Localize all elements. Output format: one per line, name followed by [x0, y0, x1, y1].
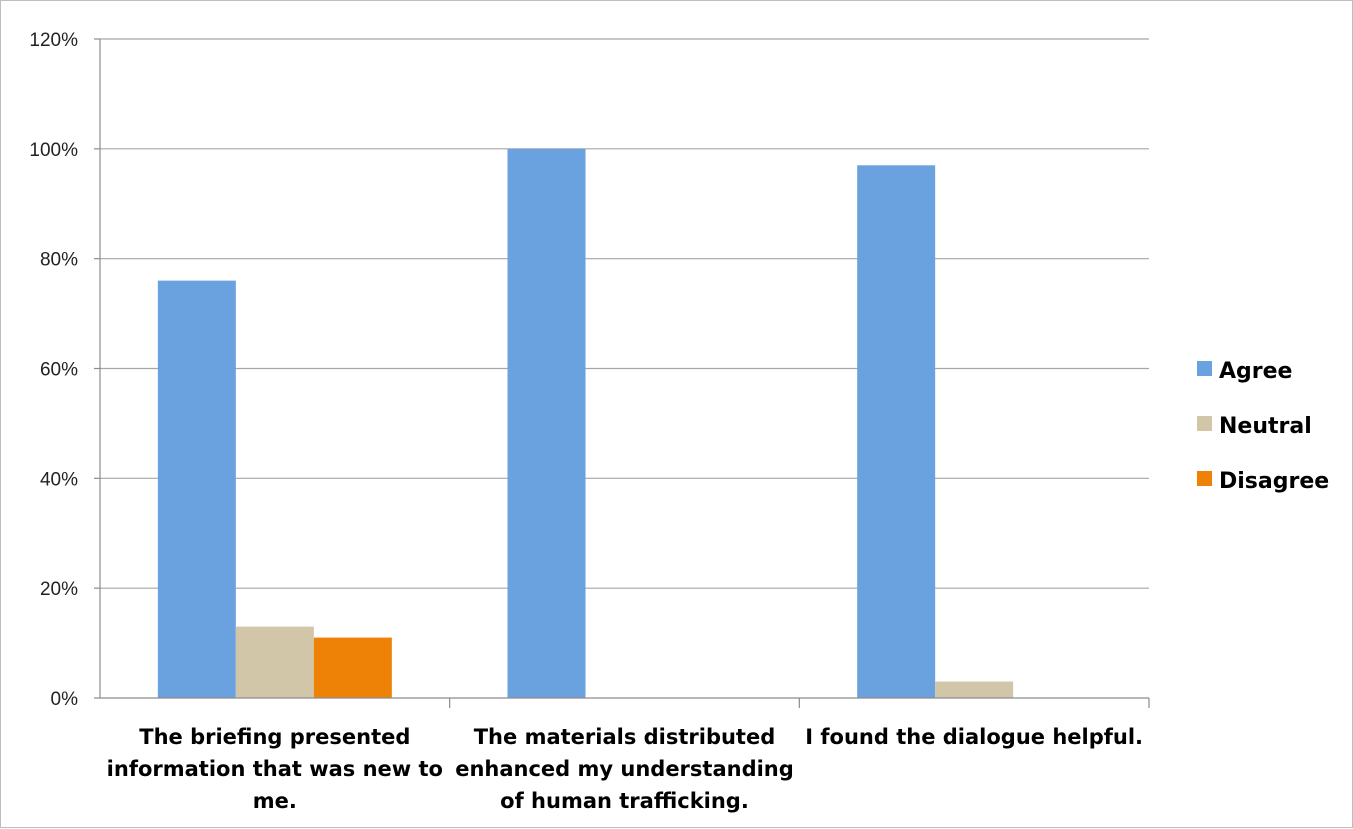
category-label-2: The materials distributed enhanced my und…	[455, 725, 794, 813]
legend-label-neutral: Neutral	[1219, 414, 1312, 439]
bar-disagree-1	[313, 637, 392, 698]
category-label-3: I found the dialogue helpful.	[805, 725, 1143, 749]
y-tick-label: 20%	[40, 579, 78, 600]
legend: Agree Neutral Disagree	[1197, 359, 1329, 494]
legend-label-agree: Agree	[1219, 359, 1292, 384]
axes	[94, 38, 1150, 708]
gridlines	[100, 38, 1149, 589]
bar-agree-3	[857, 165, 936, 698]
bar-neutral-3	[935, 681, 1014, 698]
y-tick-label: 0%	[51, 689, 79, 710]
y-tick-label: 60%	[40, 360, 78, 381]
bar-agree-1	[157, 280, 236, 698]
category-label-1: The briefing presented information that w…	[107, 725, 443, 813]
legend-swatch-agree	[1197, 361, 1212, 376]
bar-agree-2	[507, 148, 586, 699]
y-tick-label: 40%	[40, 469, 78, 490]
legend-label-disagree: Disagree	[1219, 469, 1329, 494]
y-axis-ticks: 0% 20% 40% 60% 80% 100% 120%	[29, 30, 78, 710]
legend-swatch-neutral	[1197, 416, 1212, 431]
y-tick-label: 120%	[29, 30, 78, 51]
y-tick-label: 100%	[29, 140, 78, 161]
bar-neutral-1	[235, 626, 314, 698]
legend-swatch-disagree	[1197, 471, 1212, 486]
x-axis-categories: The briefing presented information that w…	[107, 725, 1143, 813]
y-tick-label: 80%	[40, 250, 78, 271]
bars	[157, 148, 1014, 699]
